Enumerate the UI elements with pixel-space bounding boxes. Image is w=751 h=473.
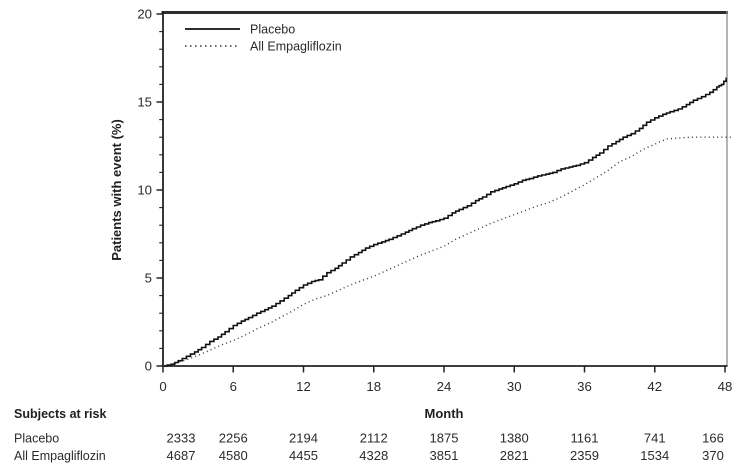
risk-table-values: 2333 2256 2194 2112 1875 1380 1161 741 166 4687 45… — [167, 431, 724, 464]
y-tick-label: 15 — [137, 95, 152, 110]
risk-value: 4455 — [289, 448, 318, 463]
legend-label-all-empagliflozin: All Empagliflozin — [250, 40, 342, 54]
risk-value: 2333 — [167, 431, 196, 446]
plot-frame — [161, 11, 728, 367]
axis-ticks: 0 5 10 15 20 0 6 12 18 24 30 36 42 48 — [137, 7, 732, 394]
risk-value: 741 — [644, 431, 666, 446]
x-tick-label: 48 — [718, 379, 733, 394]
event-curves — [162, 77, 732, 367]
x-tick-label: 12 — [296, 379, 311, 394]
risk-value: 4328 — [359, 448, 388, 463]
risk-value: 166 — [702, 431, 724, 446]
y-tick-label: 10 — [137, 183, 152, 198]
y-tick-label: 5 — [145, 271, 152, 286]
risk-value: 2359 — [570, 448, 599, 463]
x-tick-label: 0 — [159, 379, 166, 394]
risk-value: 1161 — [571, 431, 599, 446]
risk-value: 2112 — [360, 431, 388, 446]
legend-label-placebo: Placebo — [250, 23, 295, 37]
x-axis-title: Month — [425, 406, 464, 421]
x-tick-label: 6 — [230, 379, 237, 394]
risk-value: 3851 — [430, 448, 459, 463]
risk-value: 4687 — [167, 448, 196, 463]
risk-value: 1875 — [430, 431, 459, 446]
y-tick-label: 20 — [137, 7, 152, 22]
risk-value: 4580 — [219, 448, 248, 463]
risk-value: 2194 — [289, 431, 318, 446]
x-tick-label: 42 — [647, 379, 662, 394]
x-tick-label: 30 — [507, 379, 522, 394]
x-tick-label: 18 — [366, 379, 381, 394]
risk-row-label-placebo: Placebo — [14, 432, 59, 446]
risk-value: 2256 — [219, 431, 248, 446]
x-tick-label: 36 — [577, 379, 592, 394]
legend: Placebo All Empagliflozin — [185, 23, 342, 54]
x-tick-label: 24 — [437, 379, 452, 394]
risk-table-title: Subjects at risk — [14, 407, 106, 421]
risk-value: 1380 — [500, 431, 529, 446]
risk-value: 1534 — [640, 448, 669, 463]
y-axis-title: Patients with event (%) — [109, 119, 124, 261]
risk-value: 370 — [702, 448, 724, 463]
all-empagliflozin-curve — [162, 136, 732, 367]
risk-value: 2821 — [500, 448, 529, 463]
y-tick-label: 0 — [145, 359, 152, 374]
risk-row-label-all-empagliflozin: All Empagliflozin — [14, 449, 106, 463]
placebo-curve — [163, 77, 727, 367]
